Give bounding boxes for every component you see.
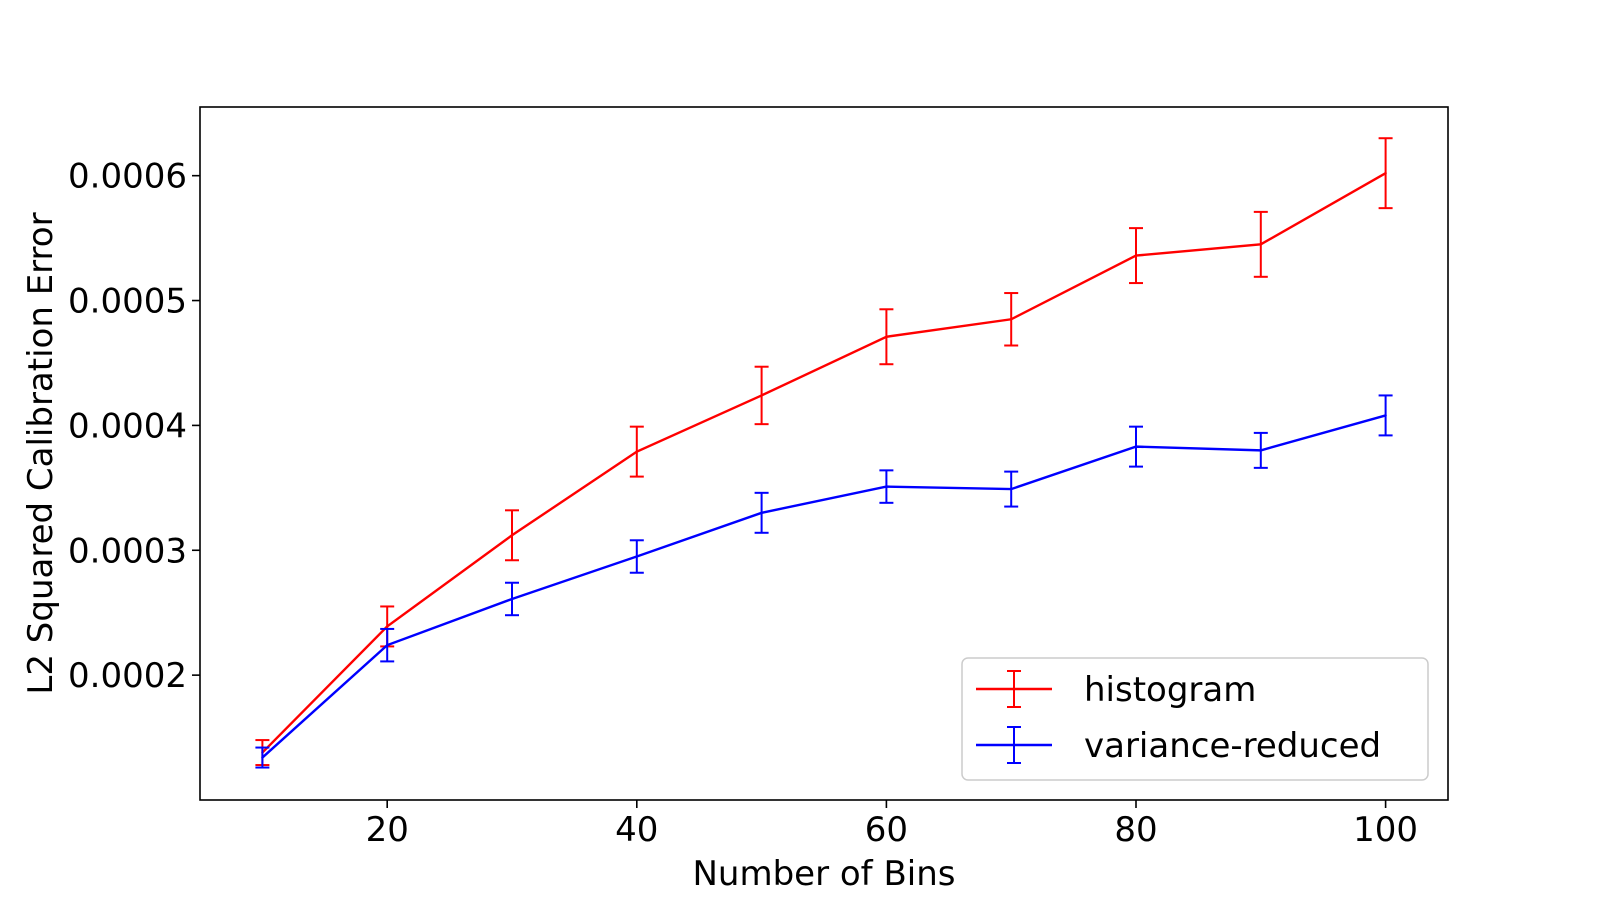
error-bar xyxy=(505,509,519,562)
data-point xyxy=(885,485,888,488)
error-bar xyxy=(1378,137,1393,210)
y-tick-label: 0.0005 xyxy=(68,282,187,322)
data-point xyxy=(760,511,763,515)
x-tick-label: 20 xyxy=(366,810,409,850)
x-tick-label: 40 xyxy=(615,810,658,850)
data-point xyxy=(510,534,514,537)
data-point xyxy=(1384,414,1387,417)
y-tick-label: 0.0006 xyxy=(68,157,187,197)
error-bar xyxy=(1004,292,1019,347)
y-axis-ticks: 0.0002 0.0003 0.0004 0.0005 0.0006 xyxy=(68,157,200,696)
data-point xyxy=(1010,487,1013,491)
y-tick-label: 0.0003 xyxy=(68,531,187,571)
error-bar xyxy=(1378,394,1393,437)
data-point xyxy=(1259,243,1263,246)
error-bar xyxy=(1129,425,1143,468)
series-line-variance-reduced xyxy=(261,414,1386,759)
error-bar xyxy=(1253,431,1268,469)
error-bar xyxy=(879,469,894,504)
error-bar xyxy=(754,365,769,426)
series-variance-reduced xyxy=(255,394,1393,769)
x-axis-ticks: 20 40 60 80 100 xyxy=(366,800,1418,850)
data-point xyxy=(760,394,763,397)
error-bar xyxy=(754,491,769,534)
legend: histogram variance-reduced xyxy=(961,657,1429,781)
error-bar xyxy=(505,581,519,617)
data-point xyxy=(386,625,389,628)
error-bar xyxy=(1129,227,1143,285)
data-point xyxy=(1134,254,1138,257)
data-point xyxy=(635,450,638,453)
series-line-histogram xyxy=(261,172,1387,754)
data-point xyxy=(1259,449,1263,452)
legend-label: variance-reduced xyxy=(1084,726,1381,766)
error-bar xyxy=(629,539,644,574)
error-bar xyxy=(629,425,644,478)
y-tick-label: 0.0002 xyxy=(68,656,187,696)
data-point xyxy=(635,555,638,558)
legend-frame xyxy=(961,657,1429,781)
x-tick-label: 60 xyxy=(865,810,908,850)
error-bar xyxy=(879,308,894,366)
y-tick-label: 0.0004 xyxy=(68,406,187,446)
y-axis-label: L2 Squared Calibration Error xyxy=(21,212,61,694)
data-point xyxy=(510,597,514,601)
data-point xyxy=(1010,318,1013,321)
data-point xyxy=(885,335,888,338)
error-bar xyxy=(1253,210,1268,278)
series-histogram xyxy=(255,137,1393,767)
plot-marks xyxy=(255,137,1393,769)
x-tick-label: 100 xyxy=(1353,810,1418,850)
error-bar xyxy=(1004,470,1019,508)
legend-item: histogram xyxy=(976,670,1256,710)
plot-frame xyxy=(199,106,1449,801)
data-point xyxy=(261,756,264,759)
data-point xyxy=(1134,445,1138,448)
legend-label: histogram xyxy=(1084,670,1256,710)
data-point xyxy=(1384,171,1387,175)
error-bar xyxy=(380,627,395,663)
error-bar xyxy=(255,746,270,769)
legend-item: variance-reduced xyxy=(976,726,1381,766)
x-tick-label: 80 xyxy=(1114,810,1157,850)
data-point xyxy=(386,643,389,647)
x-axis-label: Number of Bins xyxy=(692,854,955,894)
